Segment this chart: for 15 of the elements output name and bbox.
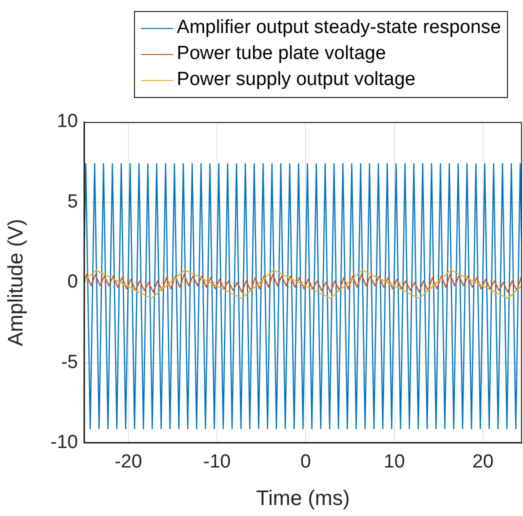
legend-label: Power supply output voltage bbox=[176, 69, 416, 91]
y-tick-label: 5 bbox=[67, 191, 78, 212]
x-tick-label: -10 bbox=[203, 452, 231, 473]
legend-label: Power tube plate voltage bbox=[176, 43, 386, 65]
y-tick-label: 0 bbox=[67, 272, 78, 293]
x-tick-label: 0 bbox=[300, 452, 311, 473]
y-axis-title: Amplitude (V) bbox=[4, 218, 28, 346]
x-axis-title: Time (ms) bbox=[256, 487, 350, 510]
x-tick-label: 10 bbox=[384, 452, 405, 473]
y-tick-label: 10 bbox=[56, 111, 78, 132]
legend-label: Amplifier output steady-state response bbox=[176, 17, 501, 39]
y-tick-label: -5 bbox=[61, 352, 78, 373]
x-tick-label: -20 bbox=[114, 452, 142, 473]
x-tick-label: 20 bbox=[472, 452, 494, 473]
y-tick-label: -10 bbox=[50, 432, 78, 454]
